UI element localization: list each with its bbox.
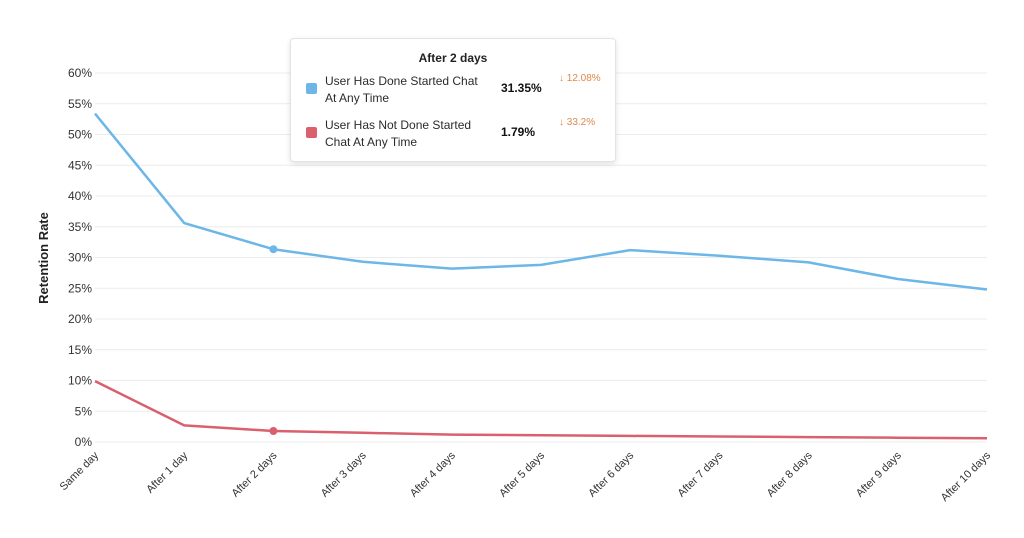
series-line-2 <box>94 379 988 440</box>
tooltip-row-not-started-chat: User Has Not Done Started Chat At Any Ti… <box>303 117 603 157</box>
series-line-1 <box>94 112 988 291</box>
legend-swatch-red <box>306 127 317 138</box>
y-axis-ticks: 0% 5% 10% 15% 20% 25% 30% 35% 40% 45% 50% 55% 60% <box>68 66 92 449</box>
tooltip-series-name-line1: User Has Done Started Chat <box>325 74 478 88</box>
x-tick-label: Same day <box>58 449 102 493</box>
y-tick-label: 35% <box>68 220 92 234</box>
y-tick-label: 40% <box>68 189 92 203</box>
x-tick-label: After 4 days <box>408 449 458 499</box>
y-tick-label: 30% <box>68 251 92 265</box>
y-tick-label: 60% <box>68 66 92 80</box>
tooltip-value: 1.79% <box>501 125 536 139</box>
tooltip-delta: ↓ 12.08% <box>559 73 601 84</box>
y-tick-label: 45% <box>68 158 92 172</box>
tooltip-value: 31.35% <box>501 81 542 95</box>
x-tick-label: After 1 day <box>144 449 190 495</box>
tooltip-series-name: User Has Done Started Chat At Any Time <box>325 73 495 107</box>
y-tick-label: 25% <box>68 281 92 295</box>
highlight-point-1 <box>269 245 278 254</box>
tooltip-series-name-line2: Chat At Any Time <box>325 135 418 149</box>
y-tick-label: 5% <box>75 404 93 418</box>
x-tick-label: After 8 days <box>765 449 815 499</box>
x-tick-label: After 3 days <box>319 449 369 499</box>
y-axis-label: Retention Rate <box>36 212 51 304</box>
x-tick-label: After 6 days <box>586 449 636 499</box>
x-tick-label: After 7 days <box>676 449 726 499</box>
y-tick-label: 55% <box>68 97 92 111</box>
y-tick-label: 20% <box>68 312 92 326</box>
x-tick-label: After 10 days <box>939 449 994 504</box>
legend-swatch-blue <box>306 83 317 94</box>
tooltip-series-name-line1: User Has Not Done Started <box>325 118 472 132</box>
x-tick-label: After 9 days <box>854 449 904 499</box>
y-tick-label: 10% <box>68 374 92 388</box>
y-tick-label: 0% <box>75 435 93 449</box>
tooltip-delta: ↓ 33.2% <box>559 117 596 128</box>
x-tick-label: After 2 days <box>230 449 280 499</box>
highlight-points <box>269 245 278 435</box>
tooltip-title: After 2 days <box>418 51 488 65</box>
y-tick-label: 50% <box>68 128 92 142</box>
tooltip-series-name: User Has Not Done Started Chat At Any Ti… <box>325 117 495 151</box>
highlight-point-2 <box>269 426 278 435</box>
hover-tooltip: After 2 days User Has Done Started Chat … <box>290 38 616 162</box>
series-lines <box>94 112 988 440</box>
x-tick-label: After 5 days <box>497 449 547 499</box>
tooltip-series-name-line2: At Any Time <box>325 91 390 105</box>
y-tick-label: 15% <box>68 343 92 357</box>
x-axis-ticks: Same day After 1 day After 2 days After 3 d… <box>58 449 994 504</box>
tooltip-row-done-started-chat: User Has Done Started Chat At Any Time 3… <box>303 73 603 113</box>
